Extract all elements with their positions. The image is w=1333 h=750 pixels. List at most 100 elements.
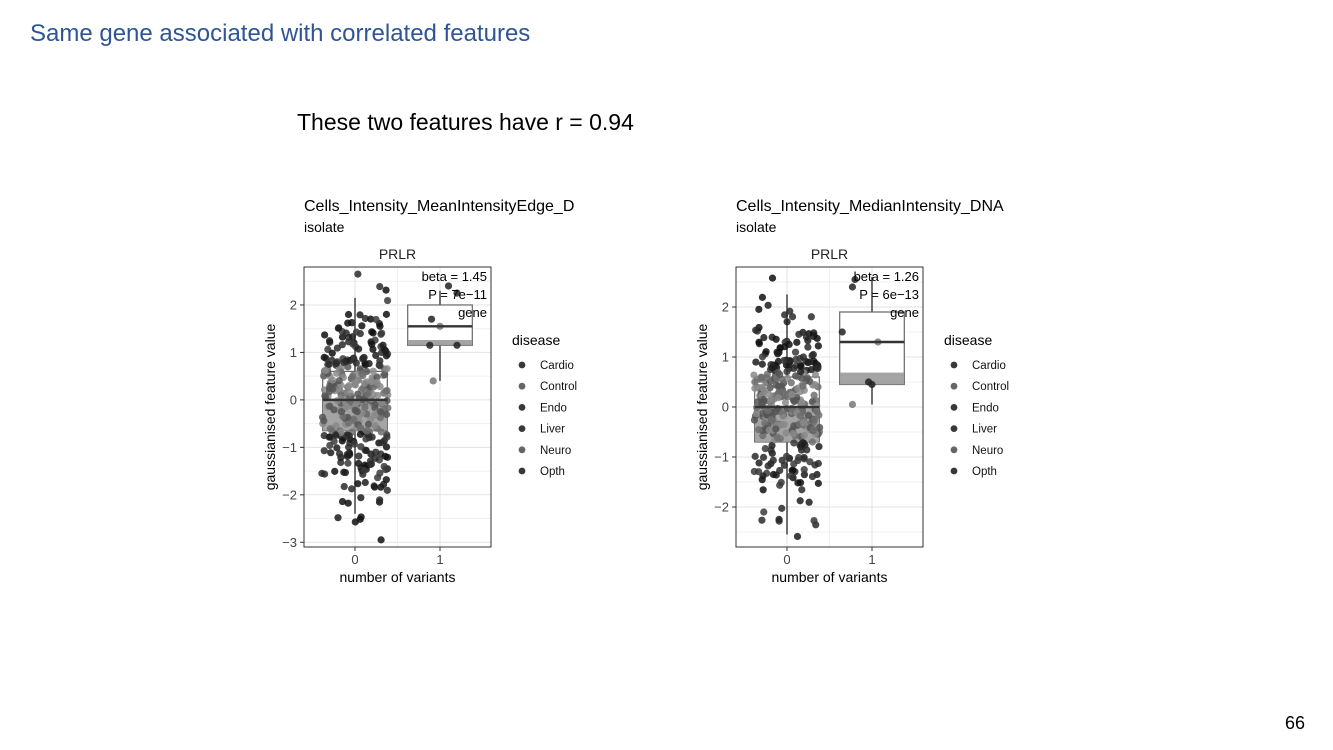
box-lower-shade	[408, 339, 472, 346]
data-point	[759, 432, 767, 440]
data-point	[325, 433, 333, 441]
data-point	[772, 425, 780, 433]
data-point	[363, 427, 371, 435]
data-point	[750, 371, 758, 379]
data-point	[800, 466, 808, 474]
data-point	[808, 472, 817, 481]
data-point	[338, 341, 346, 349]
legend-entry: Control	[518, 381, 577, 393]
data-point	[360, 379, 369, 387]
data-point	[803, 446, 811, 454]
data-point	[376, 496, 384, 504]
legend-entry: Liver	[518, 424, 565, 436]
y-axis-label: gaussianised feature value	[694, 324, 710, 491]
data-point	[357, 443, 365, 451]
data-point	[765, 426, 773, 434]
data-point	[342, 403, 351, 411]
data-point	[330, 437, 338, 445]
data-point	[338, 497, 347, 506]
data-point	[356, 311, 364, 319]
data-point	[382, 352, 390, 360]
y-tick-label: 1	[290, 345, 297, 360]
data-point	[814, 364, 822, 373]
data-point	[371, 421, 379, 430]
data-point	[351, 406, 359, 414]
data-point	[811, 461, 819, 469]
data-point	[379, 480, 388, 488]
legend-entry: Liver	[950, 424, 997, 436]
data-point	[373, 379, 381, 387]
legend-key	[518, 361, 526, 369]
data-point	[345, 432, 353, 440]
y-tick-label: 1	[722, 350, 729, 365]
chart-svg: Cells_Intensity_MedianIntensity_DNAisola…	[694, 198, 1009, 585]
data-point	[758, 293, 767, 301]
data-point	[329, 376, 337, 384]
data-point	[790, 460, 798, 468]
data-point	[377, 536, 385, 544]
data-point	[352, 328, 360, 336]
data-point	[328, 349, 336, 357]
x-tick-label: 1	[436, 552, 443, 567]
points-variant0	[318, 270, 392, 544]
data-point	[369, 329, 377, 337]
y-tick-label: −1	[714, 450, 729, 465]
data-point	[838, 328, 846, 336]
data-point	[341, 468, 350, 477]
data-point	[330, 406, 338, 414]
data-point	[383, 410, 391, 419]
data-point	[755, 305, 763, 313]
y-tick-label: 2	[722, 300, 729, 315]
data-point	[355, 452, 363, 460]
data-point	[453, 341, 461, 349]
data-point	[758, 353, 767, 361]
annotation-line: gene	[890, 305, 919, 320]
data-point	[751, 378, 759, 386]
legend-label: Endo	[540, 402, 567, 414]
data-point	[809, 350, 817, 359]
data-point	[791, 372, 800, 380]
data-point	[774, 382, 783, 390]
data-point	[320, 470, 329, 478]
data-point	[374, 391, 382, 400]
legend-entry: Cardio	[518, 360, 574, 372]
chart-title: Cells_Intensity_MedianIntensity_DNA	[736, 198, 1004, 215]
data-point	[383, 486, 391, 494]
chart-subtitle: isolate	[736, 219, 777, 235]
y-tick-label: −3	[282, 535, 297, 550]
data-point	[790, 439, 798, 447]
data-point	[383, 433, 391, 441]
data-point	[373, 373, 381, 381]
legend-label: Control	[540, 381, 577, 393]
legend-key	[950, 446, 958, 454]
data-point	[382, 443, 391, 451]
data-point	[352, 359, 360, 367]
data-point	[361, 403, 369, 411]
plot-body	[750, 274, 905, 541]
data-point	[349, 340, 357, 348]
data-point	[376, 362, 384, 370]
data-point	[813, 334, 821, 343]
data-point	[320, 447, 328, 455]
data-point	[358, 370, 366, 378]
data-point	[377, 428, 385, 436]
legend-key	[950, 404, 958, 411]
data-point	[358, 322, 366, 330]
data-point	[776, 370, 784, 379]
points-variant1	[838, 275, 882, 409]
data-point	[344, 319, 352, 327]
data-point	[354, 390, 362, 398]
data-point	[365, 359, 373, 368]
data-point	[766, 384, 774, 392]
box-x1	[839, 277, 905, 405]
data-point	[796, 412, 805, 420]
legend-entry: Neuro	[518, 445, 571, 457]
legend-title: disease	[512, 332, 560, 348]
data-point	[767, 446, 775, 454]
data-point	[333, 358, 341, 366]
data-point	[360, 466, 368, 474]
legend-key	[950, 382, 958, 390]
data-point	[751, 384, 759, 392]
data-point	[338, 437, 346, 445]
panel-border	[303, 266, 492, 548]
